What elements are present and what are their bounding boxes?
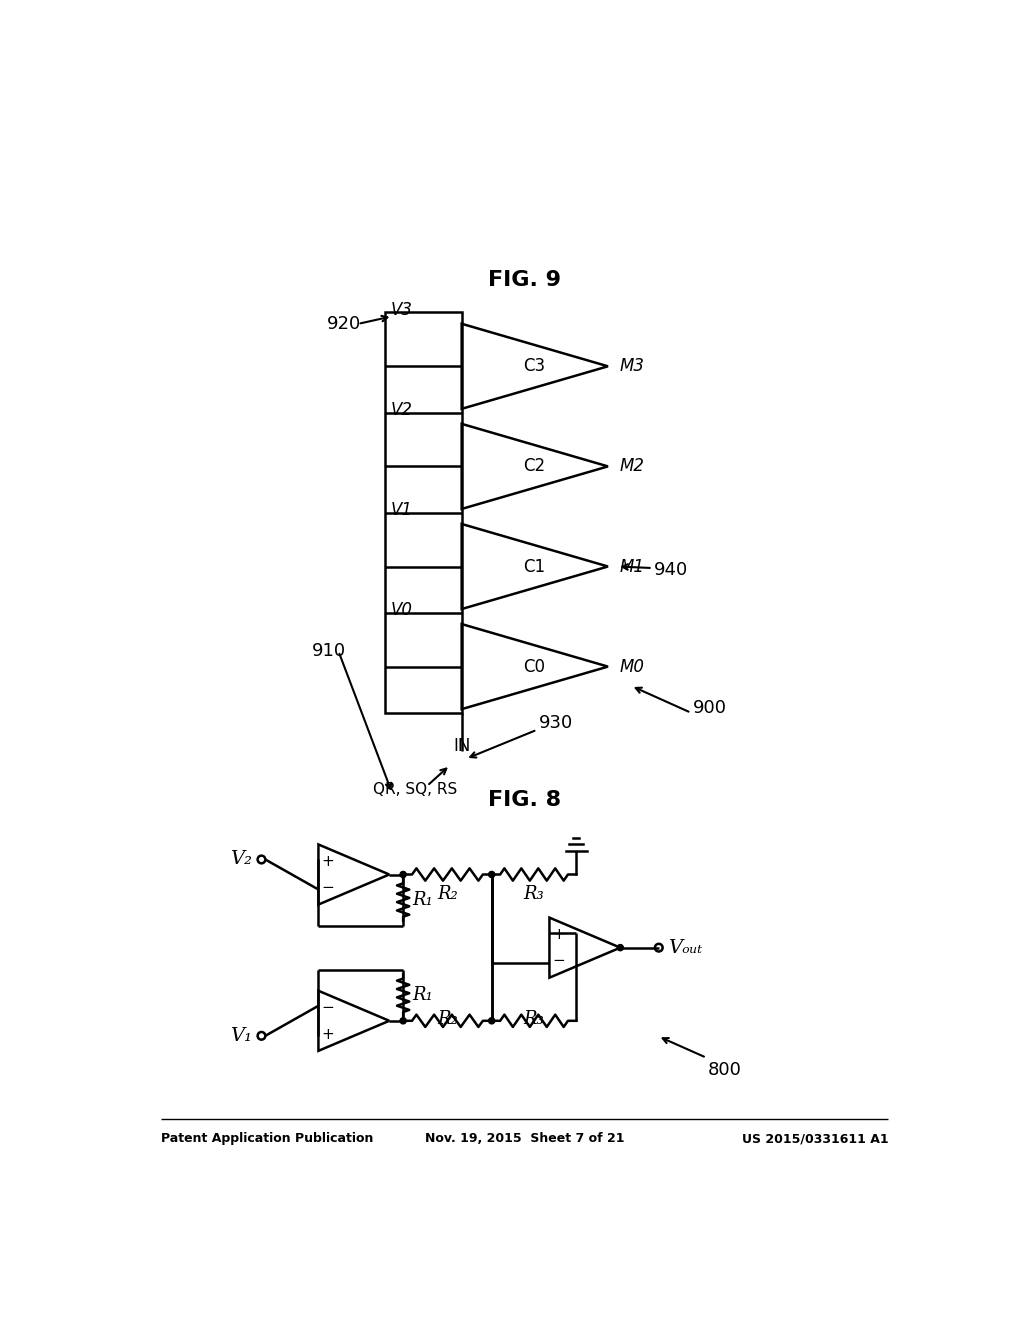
Bar <box>385 313 462 713</box>
Text: FIG. 8: FIG. 8 <box>488 789 561 809</box>
Text: +: + <box>322 1027 334 1041</box>
Text: V₁: V₁ <box>230 1027 252 1045</box>
Text: R₂: R₂ <box>437 1010 458 1028</box>
Text: −: − <box>552 953 565 969</box>
Text: +: + <box>322 854 334 869</box>
Text: V3: V3 <box>391 301 413 318</box>
Text: M1: M1 <box>620 557 644 576</box>
Text: +: + <box>552 927 565 942</box>
Text: 930: 930 <box>539 714 572 733</box>
Text: V0: V0 <box>391 601 413 619</box>
Text: 940: 940 <box>654 561 688 579</box>
Text: Nov. 19, 2015  Sheet 7 of 21: Nov. 19, 2015 Sheet 7 of 21 <box>425 1133 625 1146</box>
Text: V₂: V₂ <box>230 850 252 869</box>
Text: C0: C0 <box>523 657 546 676</box>
Text: IN: IN <box>453 737 470 755</box>
Circle shape <box>488 871 495 878</box>
Text: M3: M3 <box>620 358 644 375</box>
Text: M0: M0 <box>620 657 644 676</box>
Text: Vₒᵤₜ: Vₒᵤₜ <box>668 939 702 957</box>
Text: FIG. 9: FIG. 9 <box>488 271 561 290</box>
Circle shape <box>617 945 624 950</box>
Text: C2: C2 <box>523 458 546 475</box>
Text: Patent Application Publication: Patent Application Publication <box>162 1133 374 1146</box>
Text: R₂: R₂ <box>437 886 458 903</box>
Circle shape <box>488 1018 495 1024</box>
Circle shape <box>400 871 407 878</box>
Circle shape <box>400 1018 407 1024</box>
Text: 900: 900 <box>692 698 727 717</box>
Text: R₃: R₃ <box>523 886 545 903</box>
Text: −: − <box>322 1001 334 1015</box>
Text: R₁: R₁ <box>413 986 433 1005</box>
Text: V1: V1 <box>391 500 413 519</box>
Text: R₁: R₁ <box>413 891 433 909</box>
Text: 920: 920 <box>327 315 361 333</box>
Text: R₃: R₃ <box>523 1010 545 1028</box>
Text: C3: C3 <box>523 358 546 375</box>
Text: −: − <box>322 880 334 895</box>
Text: QR, SQ, RS: QR, SQ, RS <box>374 783 458 797</box>
Text: US 2015/0331611 A1: US 2015/0331611 A1 <box>741 1133 888 1146</box>
Text: 800: 800 <box>708 1061 742 1078</box>
Text: M2: M2 <box>620 458 644 475</box>
Text: V2: V2 <box>391 401 413 418</box>
Text: 910: 910 <box>311 643 346 660</box>
Text: C1: C1 <box>523 557 546 576</box>
